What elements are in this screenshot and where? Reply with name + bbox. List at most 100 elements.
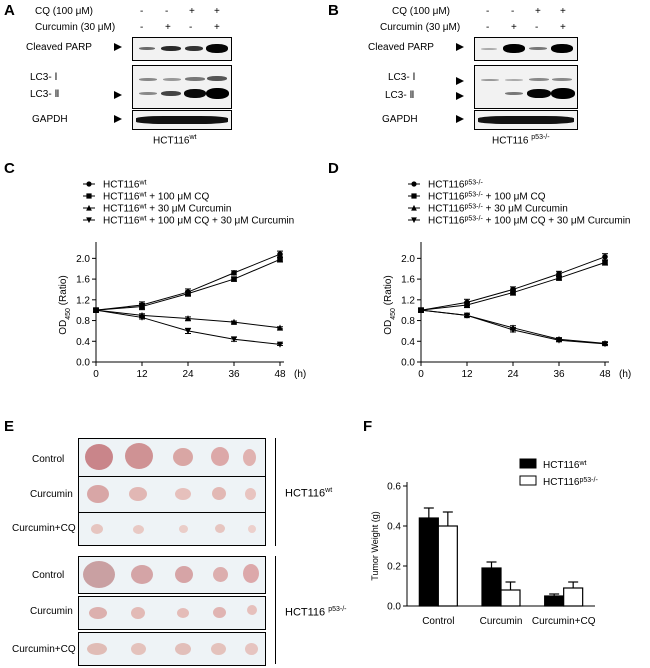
sign: +: [535, 6, 541, 17]
blot-label-gapdh: GAPDH: [32, 114, 68, 125]
x-tick-label: 36: [553, 369, 565, 380]
y-tick-label: 0.0: [387, 602, 401, 613]
treatment-label-curcumin: Curcumin (30 μM): [35, 22, 116, 33]
blot-cleaved-parp-b: [474, 37, 578, 61]
y-tick-label: 0.4: [387, 522, 401, 533]
panel-label-c: C: [4, 160, 15, 177]
y-tick-label: 0.4: [401, 337, 415, 348]
sign: -: [189, 22, 193, 33]
group-label-p53: HCT116 p53-/-: [285, 606, 347, 619]
data-point: [464, 302, 470, 308]
sign: -: [140, 22, 144, 33]
x-tick-label: 36: [228, 369, 240, 380]
data-point: [276, 341, 284, 348]
blot-label-lc3-i: LC3- Ⅰ: [30, 72, 58, 83]
y-axis-label: OD450 (Ratio): [58, 275, 72, 334]
blot-label-lc3-ii: LC3- Ⅱ: [30, 89, 60, 100]
treatment-signs-a: - - + + - + - +: [130, 5, 230, 39]
sign: +: [560, 22, 566, 33]
row-label-control-wt: Control: [32, 454, 65, 465]
data-point: [139, 303, 145, 310]
row-label-curcumin-p53: Curcumin: [30, 606, 73, 617]
x-tick-label: 24: [182, 369, 194, 380]
y-tick-label: 2.0: [401, 254, 415, 265]
legend-swatch: [519, 475, 537, 486]
data-point: [602, 259, 608, 266]
y-tick-label: 1.6: [76, 275, 90, 286]
data-point: [411, 204, 417, 211]
group-label-wt: HCT116wt: [285, 487, 333, 500]
blot-gapdh-b: [474, 110, 578, 130]
panel-label-e: E: [4, 418, 15, 435]
data-point: [230, 336, 238, 343]
row-label-curcumin-wt: Curcumin: [30, 489, 73, 500]
y-tick-label: 0.2: [387, 562, 401, 573]
category-label: Control: [422, 616, 454, 627]
sign: +: [214, 6, 220, 17]
tumor-image-curcumin-p53: [78, 596, 266, 630]
arrow-icon: [456, 115, 464, 123]
sign: -: [511, 6, 515, 17]
data-point: [86, 204, 92, 211]
treatment-label-cq: CQ (100 μM): [392, 6, 450, 17]
arrow-icon: [456, 43, 464, 51]
tumor-image-control-wt: [78, 438, 266, 478]
data-point: [555, 337, 563, 344]
panel-label-d: D: [328, 160, 339, 177]
row-label-curcumin-cq-p53: Curcumin+CQ: [12, 644, 76, 655]
data-point: [510, 289, 516, 296]
blot-gapdh-a: [132, 110, 232, 130]
data-point: [411, 181, 417, 187]
bar: [500, 589, 521, 607]
y-tick-label: 1.2: [401, 295, 415, 306]
sign: +: [165, 22, 171, 33]
bar-chart-f: HCT116wt HCT116p53-/- 0.0 0.2 0.4 0.6 Tumor We…: [370, 458, 598, 627]
data-point: [602, 254, 608, 260]
blot-label-lc3-ii: LC3- Ⅱ: [385, 90, 415, 101]
tumor-image-curcumin-cq-wt: [78, 512, 266, 546]
row-label-curcumin-cq-wt: Curcumin+CQ: [12, 523, 76, 534]
bar: [544, 595, 565, 607]
x-unit-label: (h): [294, 369, 306, 380]
x-tick-label: 0: [93, 369, 99, 380]
x-tick-label: 24: [507, 369, 519, 380]
data-point: [184, 328, 192, 335]
legend-entry: HCT116wt: [103, 179, 147, 191]
cell-line-label-b: HCT116 p53-/-: [492, 134, 550, 147]
sign: -: [486, 22, 490, 33]
data-point: [277, 251, 283, 258]
data-point: [276, 324, 284, 331]
panel-label-b: B: [328, 2, 339, 19]
line-chart-d: HCT116p53-/-HCT116p53-/- + 100 μM CQHCT1…: [383, 179, 631, 380]
y-axis-label: Tumor Weight (g): [370, 511, 380, 581]
bar: [481, 567, 502, 607]
blot-cleaved-parp-a: [132, 37, 232, 61]
data-point: [86, 193, 92, 199]
y-tick-label: 0.8: [401, 316, 415, 327]
blot-label-gapdh: GAPDH: [382, 114, 418, 125]
bar: [563, 587, 584, 607]
row-label-control-p53: Control: [32, 570, 65, 581]
blot-label-cleaved-parp: Cleaved PARP: [368, 42, 434, 53]
legend-entry: HCT116p53-/- + 100 μM CQ + 30 μM Curcumi…: [428, 215, 630, 227]
y-axis-label: OD450 (Ratio): [383, 275, 397, 334]
sign: -: [535, 22, 539, 33]
series-line: [95, 258, 281, 311]
legend-entry: HCT116wt + 30 μM Curcumin: [103, 203, 231, 215]
series-line: [95, 253, 281, 311]
data-point: [86, 217, 92, 224]
data-point: [231, 276, 237, 282]
x-tick-label: 48: [274, 369, 286, 380]
data-point: [556, 275, 562, 281]
data-point: [411, 217, 417, 224]
legend-swatch: [519, 458, 537, 469]
sign: -: [165, 6, 169, 17]
y-tick-label: 2.0: [76, 254, 90, 265]
sign: +: [560, 6, 566, 17]
x-tick-label: 12: [461, 369, 473, 380]
legend-entry: HCT116wt: [543, 460, 587, 472]
data-point: [92, 307, 100, 314]
data-point: [185, 290, 191, 297]
data-point: [230, 318, 238, 325]
arrow-icon: [456, 92, 464, 100]
